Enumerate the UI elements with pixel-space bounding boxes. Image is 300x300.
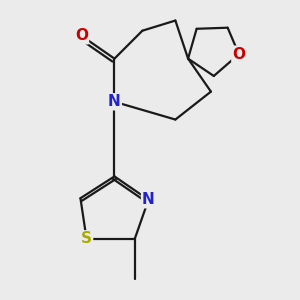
Text: N: N bbox=[142, 192, 155, 207]
Text: S: S bbox=[81, 231, 92, 246]
Text: O: O bbox=[232, 47, 245, 62]
Text: O: O bbox=[75, 28, 88, 43]
Text: N: N bbox=[108, 94, 121, 109]
